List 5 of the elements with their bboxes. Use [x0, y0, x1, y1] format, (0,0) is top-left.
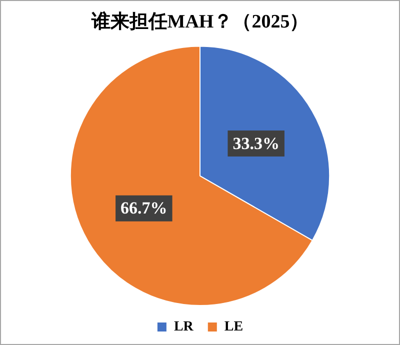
data-label: 33.3%	[232, 134, 280, 153]
data-label: 66.7%	[120, 198, 168, 218]
legend-label: LR	[174, 320, 194, 335]
chart-title: 谁来担任MAH？（2025）	[90, 10, 309, 32]
legend-label: LE	[224, 320, 244, 335]
